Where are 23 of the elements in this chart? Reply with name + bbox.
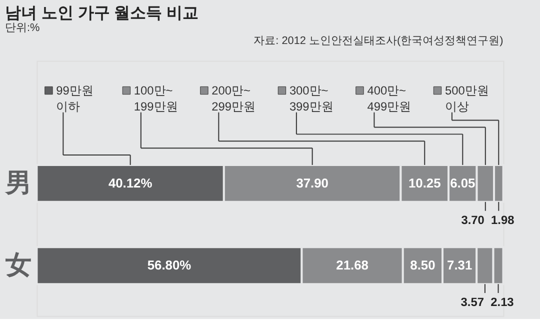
chart-subtitle: 단위:%	[4, 22, 40, 34]
legend-label: 200만~ 299만원	[212, 83, 256, 114]
data-label: 6.05	[450, 175, 476, 190]
data-label: 40.12%	[108, 175, 153, 190]
data-label: 8.50	[410, 258, 436, 273]
data-label: 37.90	[296, 175, 328, 190]
data-label: 2.13	[490, 294, 514, 309]
chart-title: 남녀 노인 가구 월소득 비교	[4, 5, 199, 22]
legend-label: 300만~ 399만원	[289, 83, 334, 114]
y-tick-label: 男	[4, 169, 32, 198]
legend-label: 100만~ 199만원	[134, 83, 178, 114]
legend-label: 400만~ 499만원	[367, 83, 412, 114]
data-label: 56.80%	[147, 258, 192, 273]
text: 자료: 2012 노인안전실태조사(한국여성정책연구원)	[254, 34, 504, 47]
data-label: 3.57	[460, 294, 484, 309]
legend-label: 500만원 이상	[444, 83, 489, 114]
data-label: 1.98	[491, 212, 515, 227]
data-label: 7.31	[447, 258, 472, 273]
data-label: 10.25	[408, 175, 441, 190]
legend-label: 99만원 이하	[56, 83, 94, 114]
y-tick-label: 女	[4, 252, 32, 280]
data-label: 21.68	[336, 258, 368, 273]
data-label: 3.70	[461, 212, 485, 227]
